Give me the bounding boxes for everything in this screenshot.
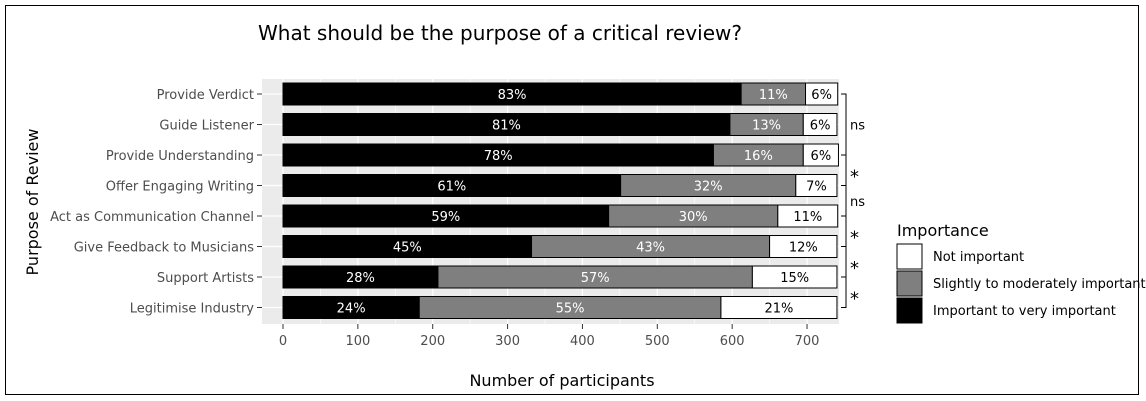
bar-value-label: 83%: [498, 88, 527, 103]
bar-value-label: 32%: [694, 180, 723, 195]
x-tick-label: 600: [720, 334, 745, 349]
y-tick-label: Act as Communication Channel: [50, 210, 254, 225]
y-tick-label: Guide Listener: [159, 119, 254, 134]
legend-title: Importance: [897, 221, 989, 240]
x-tick-label: 100: [345, 334, 370, 349]
significance-bracket: [841, 185, 847, 217]
legend-swatch: [896, 297, 923, 324]
significance-bracket: [841, 246, 847, 278]
bar-segment: [802, 113, 838, 136]
chart-title: What should be the purpose of a critical…: [258, 21, 742, 45]
y-tick-label: Provide Verdict: [157, 88, 254, 103]
bar-segment: [751, 265, 838, 289]
x-tick-label: 0: [279, 334, 287, 349]
legend-label: Important to very important: [933, 304, 1116, 319]
bar-segment: [720, 296, 838, 319]
significance-label: *: [850, 227, 859, 248]
bar-value-label: 16%: [744, 149, 773, 164]
legend-label: Not important: [933, 250, 1024, 265]
bar-segment: [805, 82, 839, 106]
significance-label: ns: [850, 195, 865, 210]
bar-value-label: 12%: [789, 241, 818, 256]
y-tick-label: Legitimise Industry: [130, 302, 255, 317]
significance-bracket: [841, 276, 847, 308]
bar-value-label: 13%: [752, 119, 781, 134]
bar-value-label: 57%: [581, 271, 610, 286]
x-axis-title: Number of participants: [469, 371, 654, 390]
bar-value-label: 11%: [759, 88, 788, 103]
significance-layer: ns * ns * * *: [841, 93, 865, 309]
bar-value-label: 61%: [437, 180, 466, 195]
significance-bracket: [841, 93, 847, 156]
significance-bracket: [841, 215, 847, 247]
bar-value-label: 59%: [431, 210, 460, 225]
bar-value-label: 55%: [556, 302, 585, 317]
legend-label: Slightly to moderately important: [933, 277, 1146, 292]
bar-value-label: 45%: [393, 241, 422, 256]
bar-value-label: 30%: [679, 210, 708, 225]
bar-value-label: 15%: [780, 271, 809, 286]
bar-value-label: 7%: [806, 180, 827, 195]
bar-value-label: 78%: [484, 149, 513, 164]
bar-segment: [795, 174, 838, 197]
y-tick-label: Offer Engaging Writing: [106, 180, 254, 195]
bar-value-label: 6%: [810, 119, 831, 134]
bar-value-label: 6%: [811, 88, 832, 103]
bar-value-label: 43%: [636, 241, 665, 256]
significance-label: ns: [850, 119, 865, 134]
legend: Importance Not important Slightly to mode…: [896, 221, 1146, 324]
bar-segment: [777, 204, 839, 228]
x-tick-label: 500: [645, 334, 670, 349]
significance-bracket: [841, 154, 847, 186]
significance-label: *: [850, 258, 859, 279]
bar-value-label: 81%: [492, 119, 521, 134]
legend-swatch: [896, 243, 923, 270]
x-tick-label: 700: [795, 334, 820, 349]
bar-segment: [769, 235, 838, 258]
significance-label: *: [850, 166, 859, 187]
x-tick-label: 400: [570, 334, 595, 349]
bar-value-label: 11%: [793, 210, 822, 225]
bar-value-label: 28%: [346, 271, 375, 286]
y-tick-label: Give Feedback to Musicians: [74, 241, 255, 256]
x-axis-layer: 0 100 200 300 400 500 600 700: [279, 324, 820, 349]
bar-value-label: 24%: [337, 302, 366, 317]
bar-value-label: 6%: [811, 149, 832, 164]
significance-label: *: [850, 288, 859, 309]
x-tick-label: 300: [495, 334, 520, 349]
legend-swatch: [896, 270, 923, 297]
bar-segment: [802, 143, 839, 167]
bar-value-label: 21%: [764, 302, 793, 317]
y-axis-layer: Provide Verdict Guide Listener Provide Und…: [50, 88, 262, 317]
y-axis-title: Purpose of Review: [23, 129, 42, 276]
x-tick-label: 200: [420, 334, 445, 349]
y-tick-label: Provide Understanding: [106, 149, 254, 164]
y-tick-label: Support Artists: [157, 271, 254, 286]
bars-layer: 83% 11% 6% 81% 13% 6% 78% 16% 6% 61% 32% 7% 59% 30% 11…: [282, 82, 839, 319]
